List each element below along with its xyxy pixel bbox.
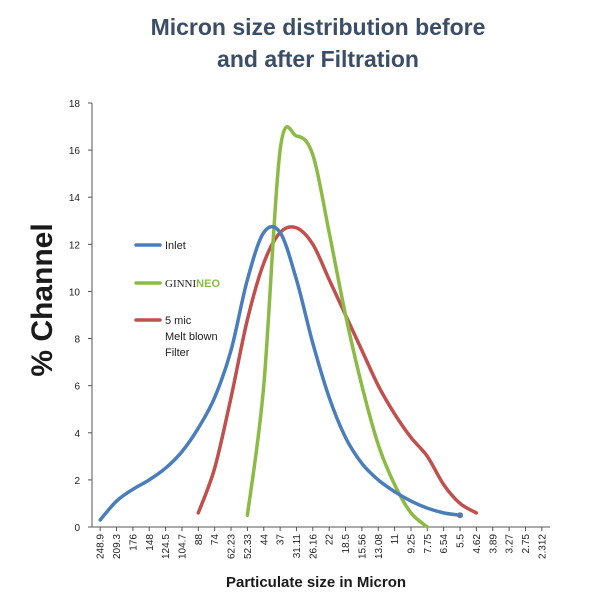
- x-tick-label: 26.16: [308, 534, 319, 559]
- y-tick-label: 0: [74, 523, 80, 534]
- y-tick-label: 4: [74, 429, 80, 440]
- x-tick-label: 11: [390, 534, 401, 545]
- y-ticks: 0 2 4 6 8 10 12 14 16 18: [69, 99, 92, 534]
- legend: Inlet GINNINEO 5 mic Melt blown Filter: [136, 240, 220, 359]
- x-tick-label: 104.7: [177, 534, 188, 559]
- x-tick-label: 52.33: [243, 534, 254, 559]
- x-ticks: 248.9 209.3 176 148 124.5 104.7 88 74 62.23 52.33…: [96, 527, 549, 559]
- y-tick-label: 8: [74, 335, 80, 346]
- x-tick-label: 44: [259, 534, 270, 546]
- legend-label-ginnineo-part2: NEO: [196, 278, 220, 290]
- x-tick-label: 248.9: [96, 534, 107, 559]
- x-tick-label: 6.54: [439, 534, 450, 554]
- x-tick-label: 22: [325, 534, 336, 546]
- x-tick-label: 3.89: [488, 534, 499, 554]
- x-tick-label: 3.27: [505, 534, 516, 554]
- x-tick-label: 88: [194, 534, 205, 546]
- series-line-0: [100, 227, 460, 520]
- x-tick-label: 37: [276, 534, 287, 546]
- x-tick-label: 15.56: [357, 534, 368, 559]
- legend-label-ginnineo: GINNINEO: [165, 278, 220, 290]
- y-tick-label: 10: [69, 287, 81, 298]
- y-tick-label: 2: [74, 476, 80, 487]
- x-tick-label: 74: [210, 534, 221, 546]
- y-tick-label: 16: [69, 146, 81, 157]
- legend-label-melt-blown-line-1: 5 mic: [165, 315, 192, 327]
- chart-title-line-2: and after Filtration: [217, 46, 419, 72]
- chart-title-line-1: Micron size distribution before: [151, 14, 486, 40]
- y-tick-label: 6: [74, 382, 80, 393]
- y-axis-title: % Channel: [26, 223, 59, 376]
- legend-label-melt-blown-line-2: Melt blown: [165, 331, 218, 343]
- x-tick-label: 2.75: [521, 534, 532, 554]
- x-tick-label: 4.62: [472, 534, 483, 554]
- x-tick-label: 18.5: [341, 534, 352, 554]
- x-tick-label: 148: [145, 534, 156, 551]
- x-tick-label: 13.08: [374, 534, 385, 559]
- x-tick-label: 2.312: [537, 534, 548, 559]
- series-layer: [100, 127, 476, 527]
- x-tick-label: 7.75: [423, 534, 434, 554]
- legend-label-ginnineo-part1: GINNI: [165, 278, 196, 290]
- y-tick-label: 18: [69, 99, 81, 110]
- x-tick-label: 62.23: [227, 534, 238, 559]
- x-tick-label: 124.5: [161, 534, 172, 559]
- x-tick-label: 31.11: [292, 534, 303, 559]
- series-line-1: [247, 127, 427, 527]
- y-tick-label: 14: [69, 193, 81, 204]
- y-tick-label: 12: [69, 240, 81, 251]
- legend-label-melt-blown-line-3: Filter: [165, 347, 190, 359]
- legend-label-inlet: Inlet: [165, 240, 186, 252]
- x-axis-title: Particulate size in Micron: [226, 574, 406, 591]
- inlet-end-marker: [457, 512, 463, 518]
- x-tick-label: 9.25: [406, 534, 417, 554]
- x-tick-label: 5.5: [456, 534, 467, 548]
- x-tick-label: 176: [128, 534, 139, 551]
- x-tick-label: 209.3: [112, 534, 123, 559]
